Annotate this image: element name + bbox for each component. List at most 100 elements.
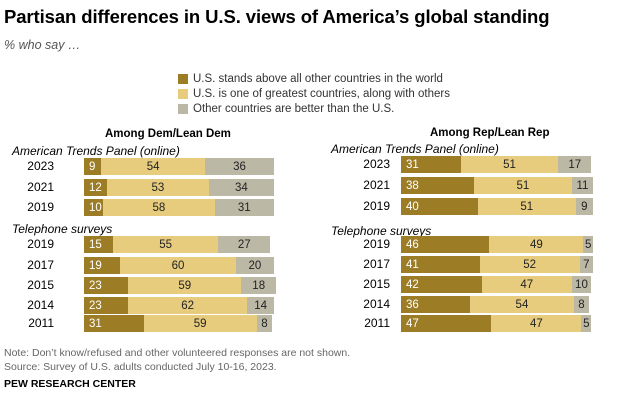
year-label: 2011 [364, 316, 390, 330]
bar-segment-above: 36 [401, 296, 471, 313]
stacked-bar: 42 47 10 [401, 276, 592, 293]
bar-segment-above: 12 [84, 179, 108, 196]
section-label-rep-1: Telephone surveys [331, 224, 432, 238]
stacked-bar: 31 59 8 [84, 315, 273, 332]
data-label: 51 [520, 200, 534, 213]
bar-segment-one-of-greatest: 58 [103, 199, 215, 216]
data-label: 34 [235, 181, 248, 194]
bar-segment-above: 40 [401, 198, 478, 215]
data-label: 31 [237, 201, 251, 214]
bar-segment-others-better: 5 [583, 236, 593, 253]
stacked-bar: 41 52 7 [401, 256, 593, 273]
bar-segment-above: 9 [84, 158, 102, 175]
stacked-bar: 15 55 27 [84, 236, 271, 253]
bar-row: 2017 41 52 7 [0, 256, 640, 273]
data-label: 53 [151, 181, 165, 194]
data-label: 55 [159, 238, 172, 251]
data-label: 27 [237, 238, 251, 251]
bar-row: 2023 31 51 17 [0, 156, 640, 173]
bar-segment-others-better: 34 [208, 179, 275, 196]
data-label: 49 [529, 238, 543, 251]
source-text: Source: Survey of U.S. adults conducted … [4, 361, 277, 373]
bar-segment-one-of-greatest: 53 [107, 179, 209, 196]
bar-segment-others-better: 17 [558, 156, 592, 173]
stacked-bar: 19 60 20 [84, 257, 275, 274]
bar-segment-one-of-greatest: 51 [473, 177, 572, 194]
bar-segment-one-of-greatest: 62 [128, 297, 248, 314]
bar-row: 2019 40 51 9 [0, 198, 640, 215]
data-label: 10 [575, 278, 588, 291]
data-label: 62 [181, 299, 195, 312]
data-label: 11 [576, 179, 589, 192]
legend: U.S. stands above all other countries in… [178, 71, 450, 116]
bar-segment-one-of-greatest: 60 [120, 257, 236, 274]
stacked-bar: 40 51 9 [401, 198, 593, 215]
bar-segment-one-of-greatest: 59 [143, 315, 257, 332]
data-label: 9 [581, 200, 588, 213]
bar-segment-one-of-greatest: 52 [479, 256, 580, 273]
data-label: 36 [233, 160, 246, 173]
year-label: 2019 [27, 237, 54, 251]
year-label: 2015 [363, 277, 390, 291]
stacked-bar: 47 47 5 [401, 315, 592, 332]
data-label: 59 [193, 317, 207, 330]
panel-header-rep: Among Rep/Lean Rep [430, 127, 550, 139]
section-label-dem-1: Telephone surveys [12, 222, 113, 236]
legend-label-above: U.S. stands above all other countries in… [193, 72, 443, 85]
bar-row: 2019 46 49 5 [0, 236, 640, 253]
data-label: 31 [89, 317, 102, 330]
bar-segment-above: 47 [401, 315, 492, 332]
data-label: 42 [406, 278, 419, 291]
note-text: Note: Don’t know/refused and other volun… [4, 347, 351, 359]
bar-segment-others-better: 8 [573, 296, 590, 313]
data-label: 5 [584, 238, 592, 251]
chart-title: Partisan differences in U.S. views of Am… [4, 6, 550, 27]
bar-segment-above: 23 [84, 297, 129, 314]
section-label-dem-0: American Trends Panel (online) [12, 144, 180, 158]
year-label: 2017 [363, 257, 390, 271]
year-label: 2014 [27, 298, 54, 312]
legend-swatch-above [178, 73, 188, 84]
data-label: 23 [89, 299, 102, 312]
legend-swatch-others-better [178, 103, 188, 114]
data-label: 60 [171, 259, 185, 272]
data-label: 19 [89, 259, 102, 272]
data-label: 8 [578, 298, 585, 311]
bar-segment-one-of-greatest: 47 [491, 315, 582, 332]
year-label: 2014 [363, 297, 390, 311]
chart-subtitle: % who say … [4, 38, 81, 52]
bar-segment-others-better: 31 [214, 199, 275, 216]
bar-row: 2014 36 54 8 [0, 296, 640, 313]
stacked-bar: 12 53 34 [84, 179, 275, 196]
year-label: 2019 [27, 200, 54, 214]
stacked-bar: 10 58 31 [84, 199, 275, 216]
data-label: 40 [406, 200, 419, 213]
data-label: 41 [406, 258, 419, 271]
legend-label-one-of-greatest: U.S. is one of greatest countries, along… [193, 87, 450, 100]
bar-segment-others-better: 14 [247, 297, 275, 314]
data-label: 15 [89, 238, 102, 251]
data-label: 23 [89, 279, 102, 292]
bar-segment-others-better: 18 [241, 277, 276, 294]
bar-segment-above: 15 [84, 236, 113, 253]
bar-segment-above: 41 [401, 256, 480, 273]
bar-segment-others-better: 20 [235, 257, 275, 274]
year-label: 2023 [363, 157, 390, 171]
data-label: 54 [146, 160, 160, 173]
legend-swatch-one-of-greatest [178, 88, 188, 99]
bar-segment-others-better: 7 [579, 256, 593, 273]
data-label: 17 [568, 158, 582, 171]
stacked-bar: 31 51 17 [401, 156, 592, 173]
data-label: 18 [252, 279, 266, 292]
data-label: 14 [254, 299, 268, 312]
bar-row: 2023 9 54 36 [0, 158, 640, 175]
data-label: 12 [89, 181, 102, 194]
bar-segment-others-better: 27 [218, 236, 271, 253]
panel-header-dem: Among Dem/Lean Dem [105, 128, 231, 140]
bar-segment-above: 46 [401, 236, 490, 253]
data-label: 47 [529, 317, 543, 330]
stacked-bar: 46 49 5 [401, 236, 593, 253]
stacked-bar: 23 59 18 [84, 277, 276, 294]
bar-segment-one-of-greatest: 54 [470, 296, 574, 313]
data-label: 20 [248, 259, 262, 272]
